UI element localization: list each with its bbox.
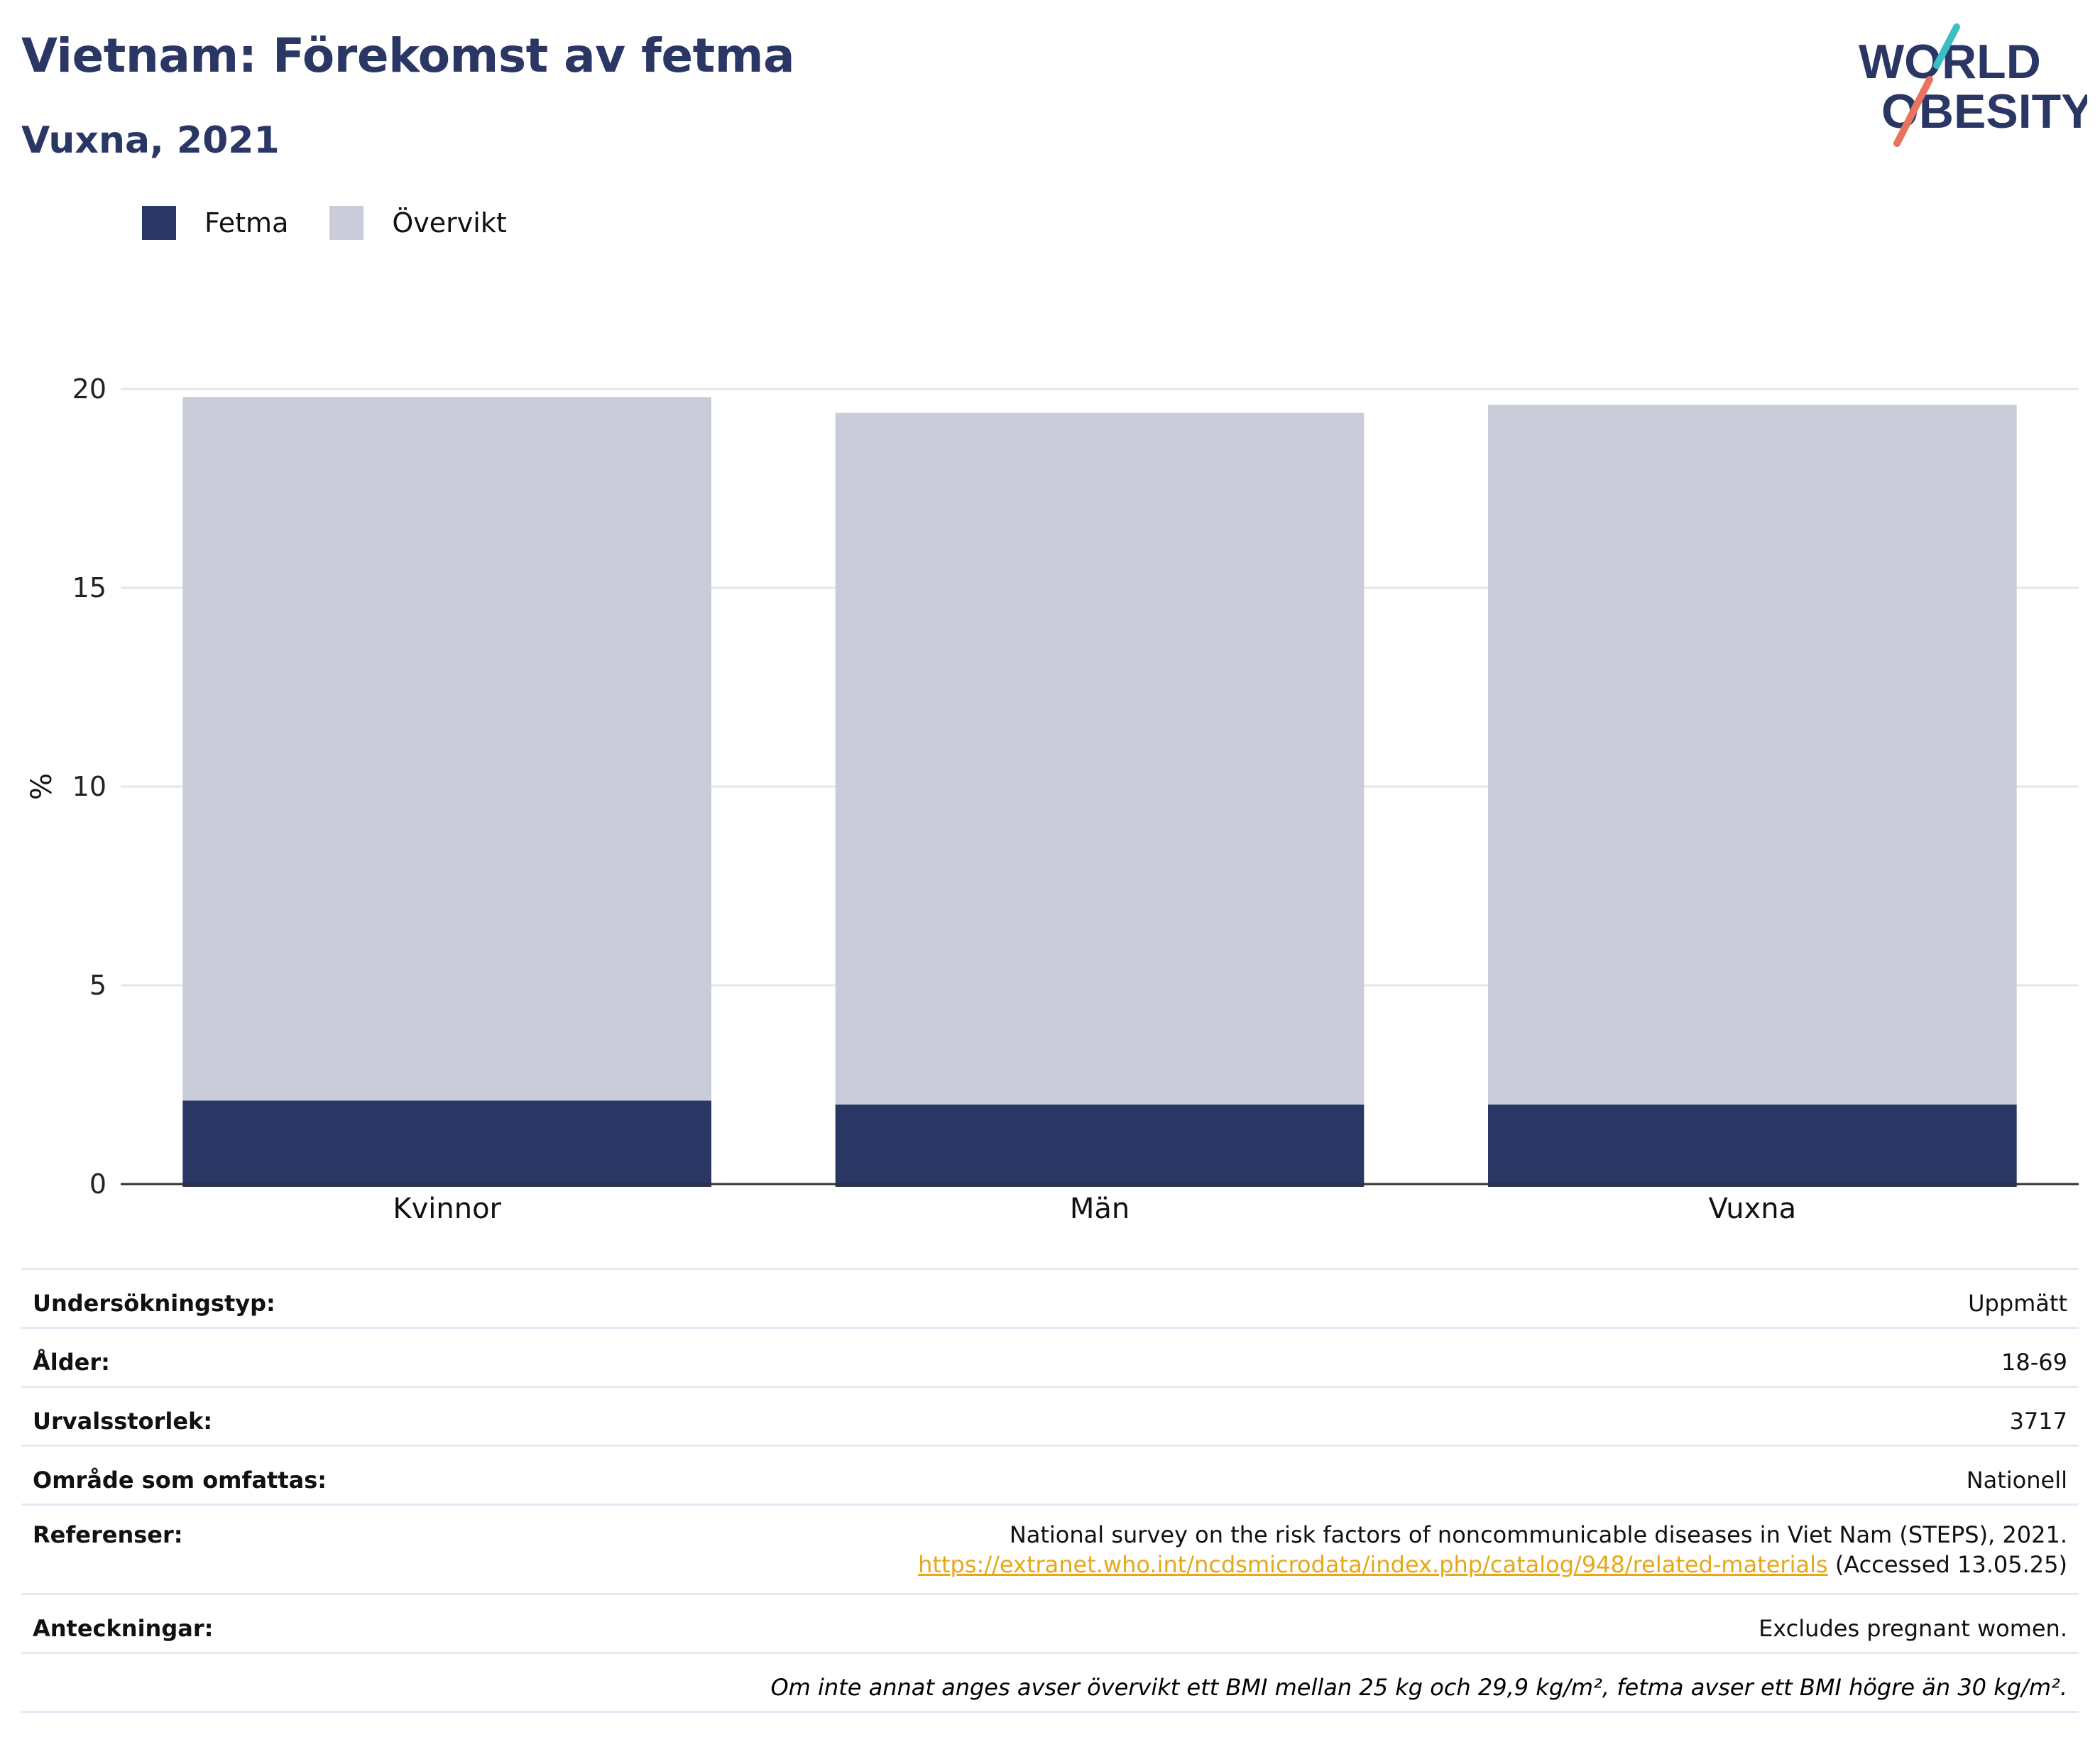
- info-label: Referenser:: [33, 1521, 183, 1548]
- info-row-age: Ålder: 18-69: [21, 1327, 2079, 1386]
- reference-text: National survey on the risk factors of n…: [1009, 1521, 2067, 1548]
- references-value: National survey on the risk factors of n…: [918, 1520, 2067, 1579]
- info-label: Ålder:: [33, 1349, 110, 1376]
- chart-title: Vietnam: Förekomst av fetma: [21, 28, 795, 83]
- legend-swatch-fetma: [142, 206, 176, 240]
- info-value: Nationell: [1966, 1467, 2067, 1494]
- y-tick-label: 15: [72, 572, 106, 603]
- bar-overvikt: [835, 412, 1365, 1105]
- bar-fetma: [835, 1105, 1365, 1187]
- info-bottom-border: [21, 1711, 2079, 1713]
- info-value: 18-69: [2001, 1349, 2067, 1376]
- info-row-sample-size: Urvalsstorlek: 3717: [21, 1386, 2079, 1445]
- info-row-survey-type: Undersökningstyp: Uppmätt: [21, 1268, 2079, 1327]
- bar-fetma: [182, 1100, 711, 1187]
- logo-slash-top: [1933, 23, 1960, 69]
- legend-label-overvikt: Övervikt: [392, 207, 507, 239]
- bar-overvikt: [182, 397, 711, 1101]
- world-obesity-logo: WORLD OBESITY: [1859, 23, 2087, 147]
- y-tick-label: 20: [72, 373, 106, 405]
- y-tick-label: 10: [72, 771, 106, 802]
- survey-info-table: Undersökningstyp: Uppmätt Ålder: 18-69 U…: [21, 1268, 2079, 1713]
- info-label: Område som omfattas:: [33, 1467, 327, 1494]
- reference-link[interactable]: https://extranet.who.int/ncdsmicrodata/i…: [918, 1551, 1828, 1578]
- x-tick-label: Kvinnor: [393, 1193, 501, 1225]
- info-row-coverage: Område som omfattas: Nationell: [21, 1445, 2079, 1504]
- y-tick-label: 0: [89, 1168, 106, 1200]
- info-row-references: Referenser: National survey on the risk …: [21, 1504, 2079, 1593]
- info-value: 3717: [2009, 1408, 2067, 1435]
- info-row-footnote: Om inte annat anges avser övervikt ett B…: [21, 1652, 2079, 1711]
- info-label: Anteckningar:: [33, 1615, 214, 1642]
- legend-item-fetma[interactable]: Fetma: [142, 206, 288, 240]
- bar-fetma: [1488, 1105, 2017, 1187]
- info-row-notes: Anteckningar: Excludes pregnant women.: [21, 1593, 2079, 1652]
- reference-accessed: (Accessed 13.05.25): [1827, 1551, 2067, 1578]
- chart-legend: Fetma Övervikt: [142, 206, 548, 240]
- info-value: Excludes pregnant women.: [1759, 1615, 2067, 1642]
- bar-overvikt: [1488, 405, 2017, 1105]
- legend-label-fetma: Fetma: [204, 207, 289, 239]
- y-axis-label: %: [26, 773, 58, 800]
- x-tick-label: Män: [1070, 1193, 1130, 1225]
- footnote: Om inte annat anges avser övervikt ett B…: [770, 1674, 2067, 1701]
- x-tick-label: Vuxna: [1709, 1193, 1797, 1225]
- info-value: Uppmätt: [1968, 1290, 2067, 1317]
- legend-swatch-overvikt: [329, 206, 364, 240]
- logo-slash-bottom: [1893, 76, 1933, 147]
- info-label: Undersökningstyp:: [33, 1290, 275, 1317]
- info-label: Urvalsstorlek:: [33, 1408, 213, 1435]
- stacked-bar-chart: 0 5 10 15 20% Kvinnor Män Vuxna: [26, 373, 2079, 1225]
- chart-subtitle: Vuxna, 2021: [21, 119, 280, 162]
- y-tick-label: 5: [89, 970, 106, 1001]
- legend-item-overvikt[interactable]: Övervikt: [329, 206, 507, 240]
